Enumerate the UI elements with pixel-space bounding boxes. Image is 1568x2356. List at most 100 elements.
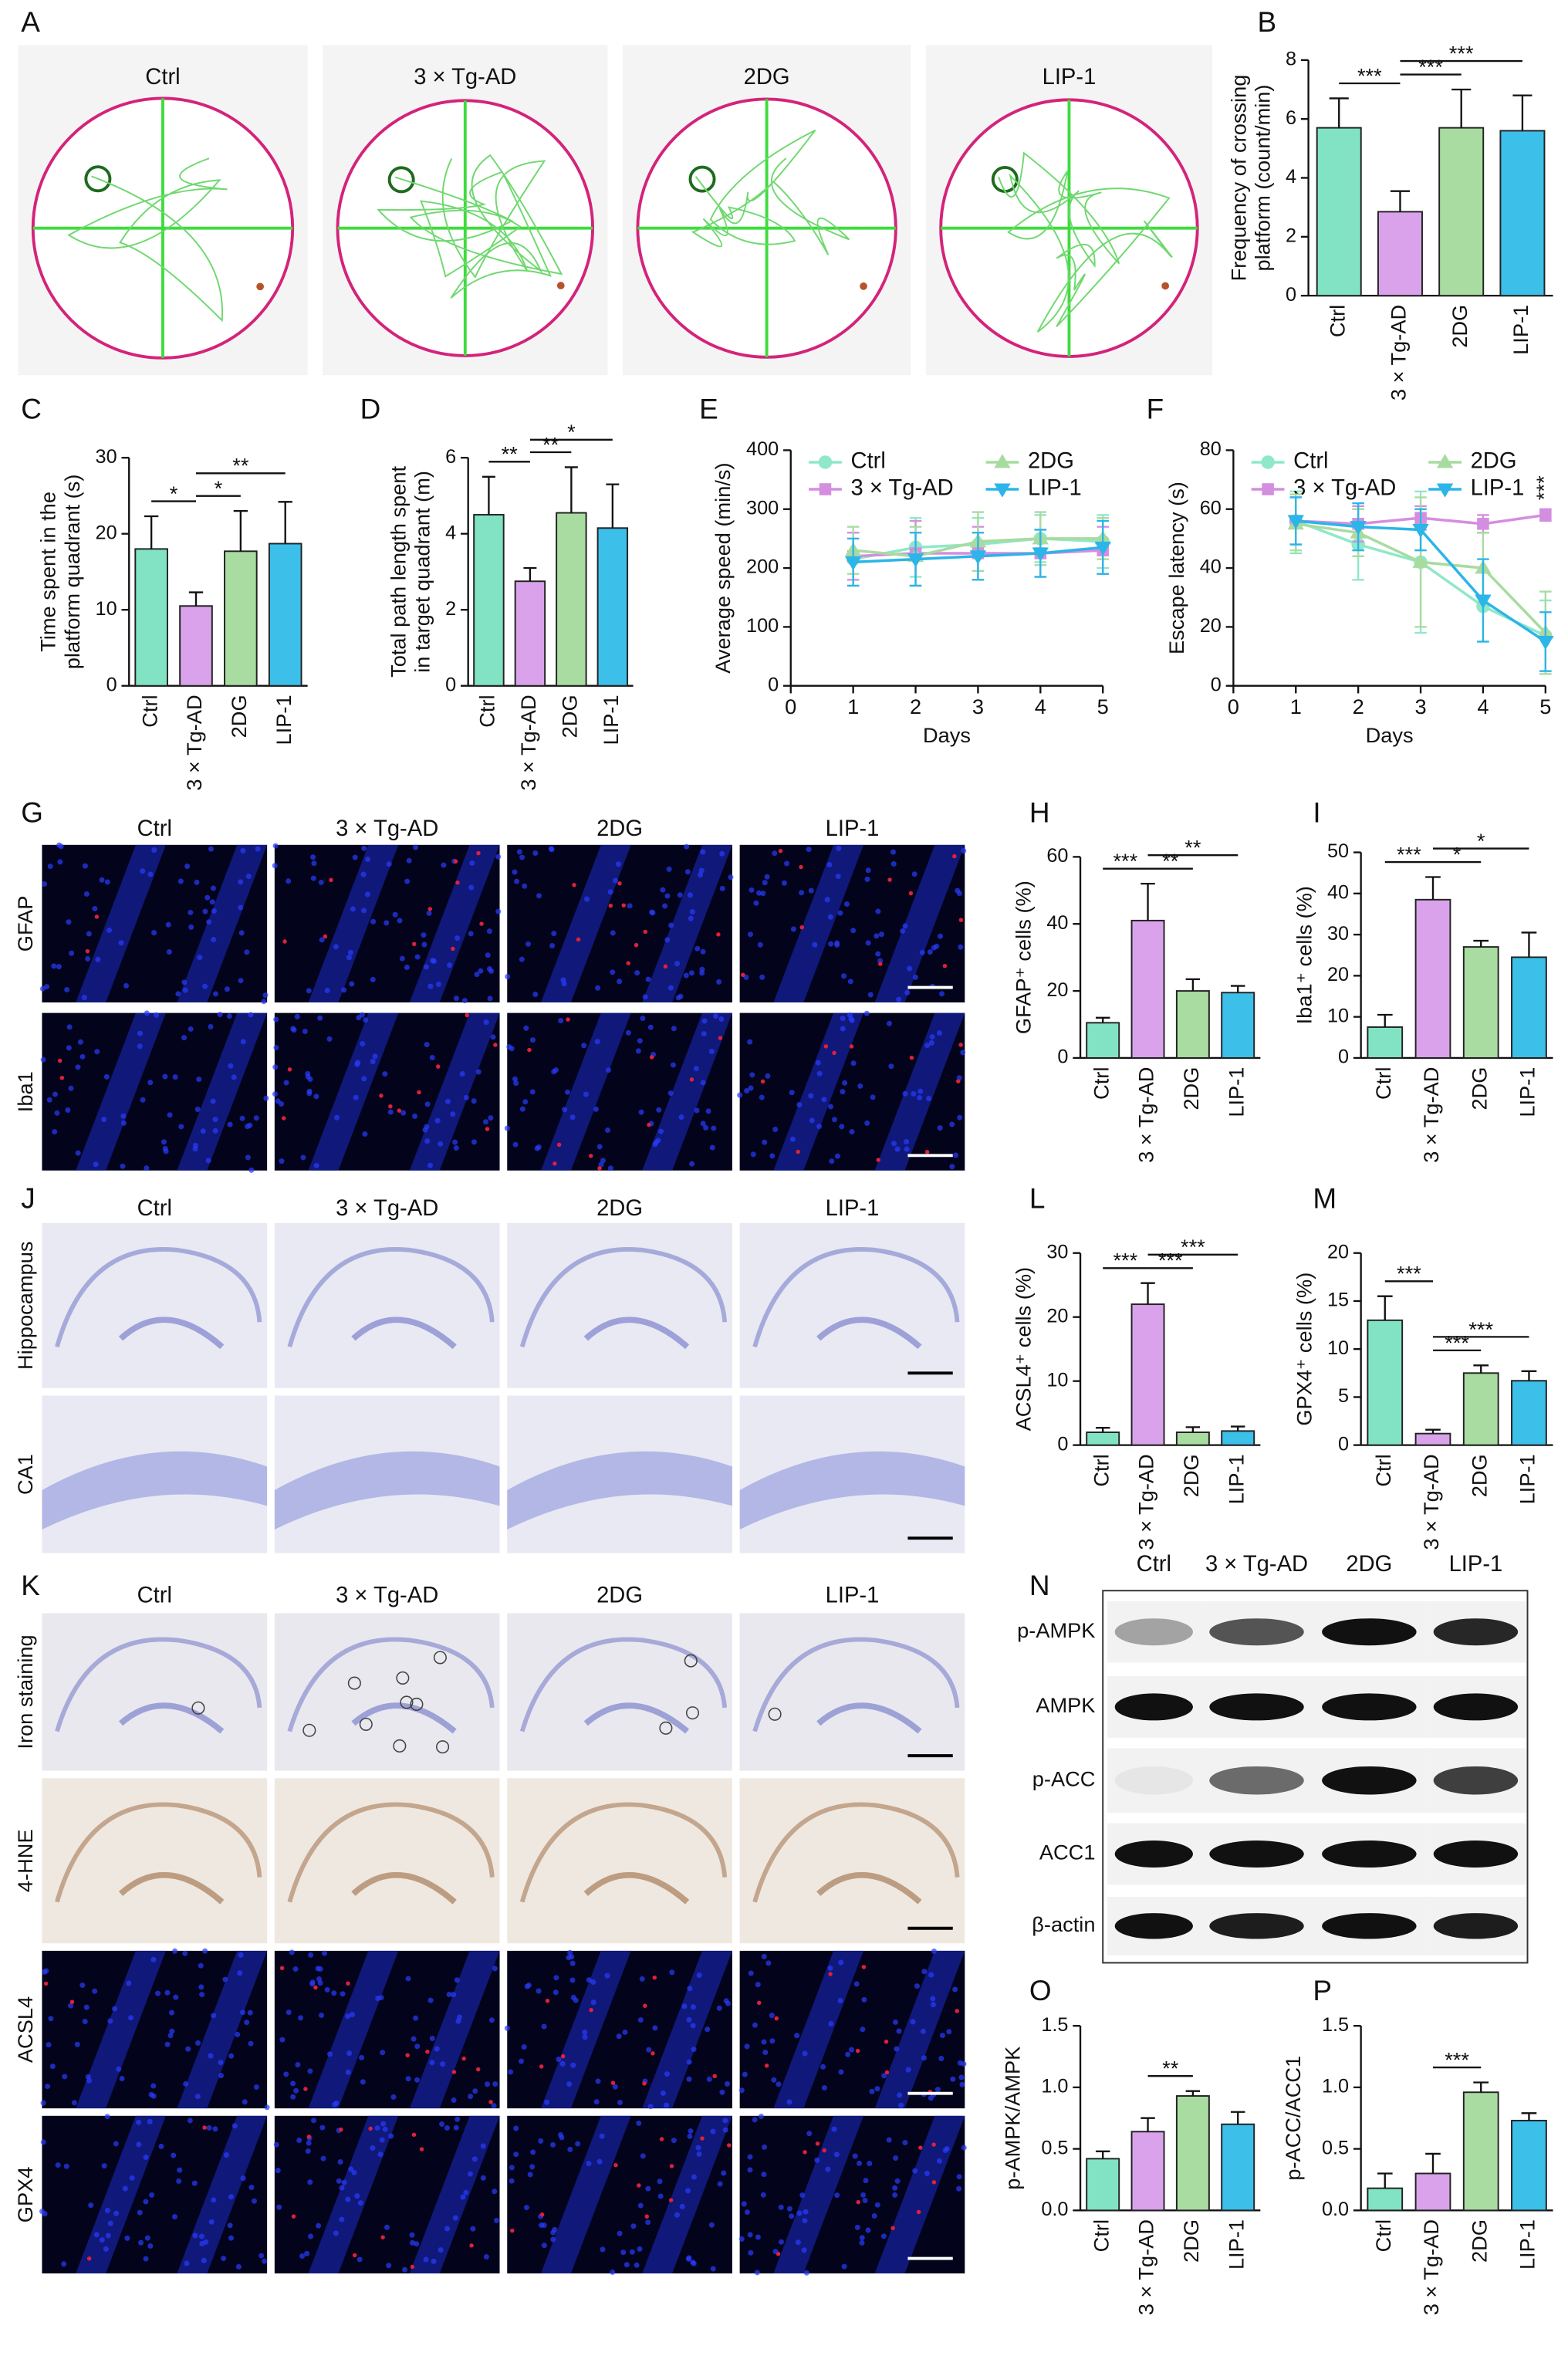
nucleus — [821, 1097, 827, 1103]
stain — [621, 903, 626, 908]
stain — [924, 1150, 930, 1154]
nucleus — [384, 920, 390, 926]
image-tile — [507, 1613, 732, 1771]
error-bar — [233, 509, 248, 552]
stain — [828, 1972, 833, 1976]
group-label: 2DG — [596, 1196, 643, 1221]
stain — [455, 880, 460, 885]
nucleus — [660, 2090, 666, 2096]
y-tick-label: 1.0 — [1322, 2076, 1349, 2097]
nucleus — [956, 891, 962, 897]
nucleus — [177, 878, 184, 884]
stain — [955, 2009, 959, 2013]
nucleus — [172, 1074, 178, 1080]
y-tick-label: 10 — [1046, 1369, 1068, 1391]
nucleus — [324, 987, 330, 993]
nucleus — [85, 2074, 91, 2080]
bar — [224, 550, 258, 687]
legend-label: 2DG — [1471, 449, 1517, 474]
nucleus — [191, 2180, 198, 2186]
nucleus — [409, 2239, 415, 2246]
nucleus — [455, 2116, 461, 2122]
nucleus — [826, 861, 833, 867]
nucleus — [541, 2023, 547, 2030]
significance-label: * — [1453, 842, 1462, 866]
image-tile — [1200, 1823, 1313, 1885]
nucleus — [455, 935, 461, 941]
x-tick-label: LIP-1 — [272, 695, 296, 745]
nucleus — [513, 2125, 519, 2131]
y-tick-label: 2 — [1286, 225, 1296, 246]
y-tick-label: 0.0 — [1322, 2199, 1349, 2220]
y-tick-label: 6 — [445, 446, 456, 468]
nucleus — [719, 850, 725, 857]
iron-deposit — [191, 1701, 205, 1715]
error-bar — [1141, 882, 1155, 921]
group-label: 3 × Tg-AD — [336, 1196, 438, 1221]
nucleus — [248, 2040, 254, 2047]
stain — [643, 929, 648, 935]
nucleus — [514, 878, 520, 884]
nucleus — [66, 1045, 72, 1051]
nucleus — [803, 2209, 809, 2215]
stain — [566, 1017, 570, 1022]
nucleus — [313, 1093, 319, 1100]
nucleus — [404, 965, 410, 971]
nucleus — [118, 940, 124, 946]
nucleus — [451, 1992, 457, 1998]
image-tile — [1425, 1823, 1526, 1885]
start — [256, 282, 264, 291]
stain — [634, 942, 639, 948]
nucleus — [475, 1069, 482, 1075]
bar — [1130, 919, 1165, 1059]
error-bar — [1095, 1427, 1110, 1433]
x-tick-label: 2 — [1353, 695, 1364, 718]
bar — [1499, 130, 1546, 297]
nucleus — [194, 879, 200, 885]
nucleus — [333, 944, 339, 950]
significance-label: ** — [232, 454, 249, 478]
nucleus — [208, 2219, 215, 2225]
marker — [1412, 553, 1429, 568]
nucleus — [799, 2192, 806, 2199]
nucleus — [684, 869, 691, 875]
y-tick-label: 0 — [1057, 1433, 1068, 1455]
nucleus — [200, 1128, 206, 1134]
y-tick-label: 15 — [1327, 1290, 1349, 1311]
nucleus — [898, 2102, 904, 2108]
iron-deposit — [433, 1651, 447, 1665]
image-tile — [739, 1778, 965, 1944]
bar — [1175, 2095, 1210, 2212]
nucleus — [569, 1954, 575, 1960]
nucleus — [444, 1098, 451, 1104]
nucleus — [812, 941, 818, 948]
panel-letter: K — [21, 1570, 40, 1601]
error-bar — [1451, 88, 1472, 128]
nucleus — [583, 1091, 589, 1097]
bar — [1221, 1430, 1255, 1446]
nucleus — [752, 2022, 758, 2028]
nucleus — [544, 2099, 550, 2105]
nucleus — [523, 2205, 529, 2211]
nucleus — [82, 863, 88, 869]
significance-label: ** — [1184, 836, 1201, 860]
panel-letter: M — [1313, 1182, 1337, 1214]
nucleus — [553, 1989, 559, 1996]
image-tile — [505, 843, 734, 1002]
stain — [287, 1067, 292, 1072]
stain — [510, 2228, 515, 2233]
nucleus — [567, 1949, 573, 1955]
nucleus — [92, 905, 98, 911]
nucleus — [504, 1125, 510, 1131]
nucleus — [806, 2131, 813, 2137]
nucleus — [392, 911, 398, 918]
stain — [942, 963, 948, 968]
panel-letter: C — [21, 394, 42, 425]
group-label: Ctrl — [137, 1196, 172, 1221]
nucleus — [778, 2239, 784, 2245]
x-tick-label: 3 × Tg-AD — [1134, 1067, 1158, 1163]
iron-deposit — [302, 1723, 316, 1737]
nucleus — [240, 2010, 246, 2016]
nucleus — [742, 2071, 748, 2077]
nucleus — [688, 970, 694, 976]
